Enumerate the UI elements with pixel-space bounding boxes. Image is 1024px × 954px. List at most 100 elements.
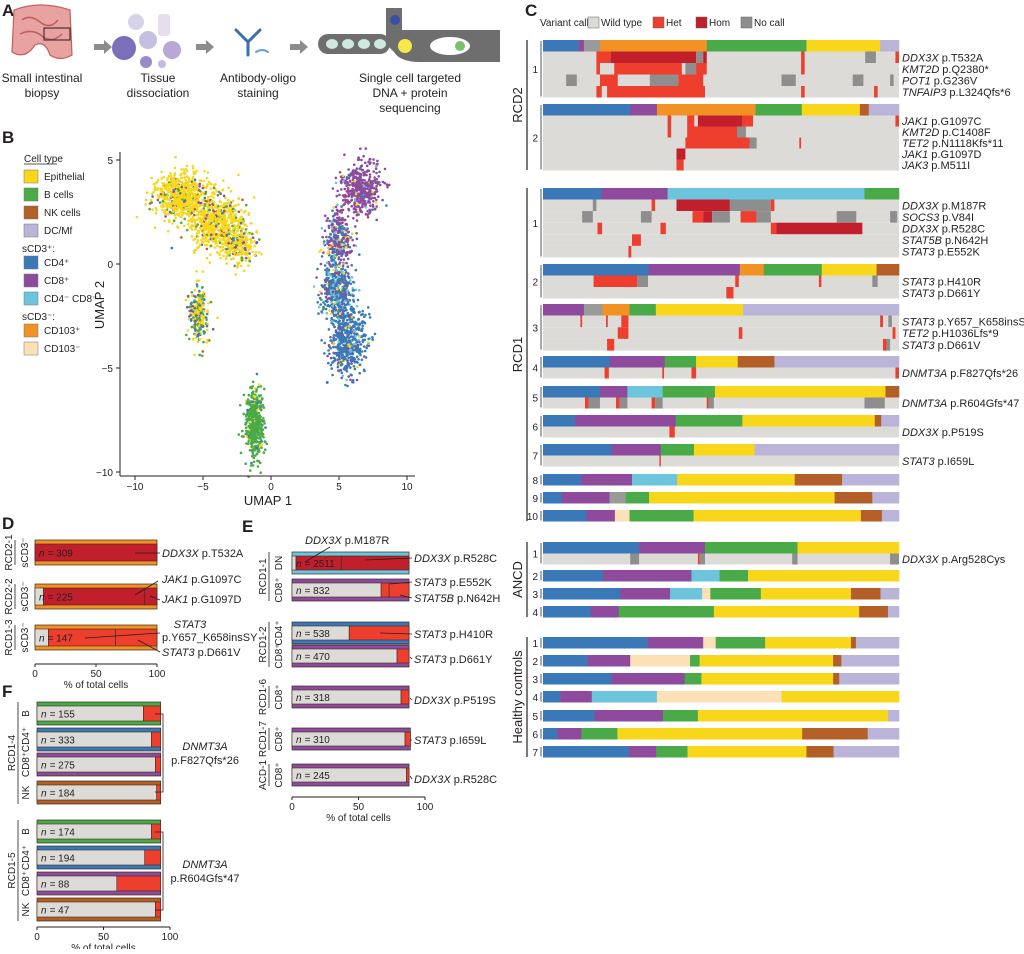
umap-point (330, 367, 334, 370)
umap-point (239, 243, 243, 246)
umap-point (189, 305, 192, 309)
umap-point (337, 361, 341, 364)
umap-point (352, 342, 356, 346)
umap-point (207, 238, 210, 242)
umap-point (347, 375, 351, 378)
umap-point (208, 261, 212, 264)
variant-call-het (742, 115, 754, 127)
gene-name: STAT5B (902, 235, 942, 247)
umap-point (335, 194, 339, 198)
umap-point (214, 206, 217, 209)
umap-point (356, 361, 359, 364)
umap-point (214, 227, 217, 231)
umap-point (330, 301, 333, 304)
umap-point (345, 284, 348, 287)
umap-point (220, 242, 224, 245)
umap-point (330, 319, 334, 323)
umap-point (338, 248, 342, 251)
variant-call-het (880, 315, 883, 328)
umap-point (163, 219, 166, 223)
celltype-segment-cd4 (543, 104, 631, 116)
umap-point (160, 177, 163, 180)
umap-point (244, 462, 247, 466)
umap-point (334, 181, 338, 185)
umap-point (257, 251, 261, 254)
variant-legend-swatch-nocall (740, 16, 753, 29)
umap-point (366, 210, 369, 213)
umap-point (346, 265, 350, 269)
celltype-segment-b (618, 606, 715, 618)
umap-point (361, 324, 365, 328)
variant-call-het (585, 397, 589, 409)
umap-point (250, 407, 254, 411)
n-symbol: n (41, 710, 47, 721)
umap-point (317, 312, 320, 315)
umap-point (376, 162, 379, 166)
umap-point (244, 228, 248, 231)
n-value: = 47 (50, 906, 70, 917)
umap-point (345, 354, 349, 358)
celltype-segment-cd4 (543, 188, 603, 200)
celltype-segment-cd8 (611, 444, 662, 456)
celltype-segment-dc (754, 444, 900, 456)
celltype-segment-epi (649, 492, 835, 504)
umap-point (329, 356, 333, 360)
sample-rcd1-6: 6 DDX3X p.P519S (532, 415, 984, 439)
umap-point (155, 180, 159, 184)
umap-point (172, 219, 176, 222)
variant-call-nocall (592, 199, 597, 212)
umap-point (375, 171, 378, 175)
variant-call-nocall (699, 553, 705, 565)
umap-point (248, 418, 251, 422)
umap-point (333, 247, 336, 251)
umap-point (189, 319, 193, 322)
umap-point (324, 280, 327, 284)
gene-name: JAK1 (161, 574, 188, 586)
celltype-segment-cd103n (702, 588, 711, 600)
umap-point (257, 385, 260, 389)
umap-point (368, 312, 371, 316)
panel-label-a: A (2, 1, 14, 20)
umap-point (238, 404, 242, 407)
subset-label: B (21, 828, 32, 835)
umap-point (198, 289, 201, 293)
umap-point (156, 198, 160, 202)
umap-point (244, 203, 248, 207)
protein-change: p.M511I (931, 160, 970, 172)
umap-point (346, 199, 349, 202)
umap-point (195, 270, 198, 273)
umap-point (369, 185, 373, 188)
umap-point (234, 209, 237, 212)
umap-point (366, 194, 370, 198)
umap-point (353, 188, 357, 192)
umap-point (351, 289, 355, 292)
celltype-segment-cd8 (628, 746, 657, 758)
umap-point (224, 196, 227, 200)
umap-point (251, 400, 255, 404)
umap-point (335, 284, 338, 287)
umap-point (195, 186, 198, 189)
celltype-segment-b (719, 570, 749, 582)
celltype-segment-cd4 (543, 415, 576, 427)
umap-point (255, 241, 258, 245)
umap-point (151, 208, 154, 211)
celltype-segment-dn (627, 386, 663, 398)
legend-swatch-dn (23, 291, 39, 306)
celltype-segment-epi (693, 444, 755, 456)
umap-point (360, 321, 364, 325)
umap-point (373, 193, 377, 196)
umap-point (256, 426, 260, 430)
legend-swatch-cd8 (23, 273, 39, 288)
umap-point (179, 221, 183, 225)
umap-point (181, 213, 184, 217)
sample-number: 4 (532, 363, 538, 374)
umap-point (244, 426, 248, 430)
umap-point (192, 187, 196, 191)
umap-point (202, 309, 206, 313)
umap-point (347, 195, 351, 198)
variant-call-het (895, 51, 899, 63)
protein-change: p.N642H (945, 235, 988, 247)
umap-point (202, 207, 206, 210)
umap-point (338, 312, 342, 315)
umap-point (200, 191, 204, 195)
